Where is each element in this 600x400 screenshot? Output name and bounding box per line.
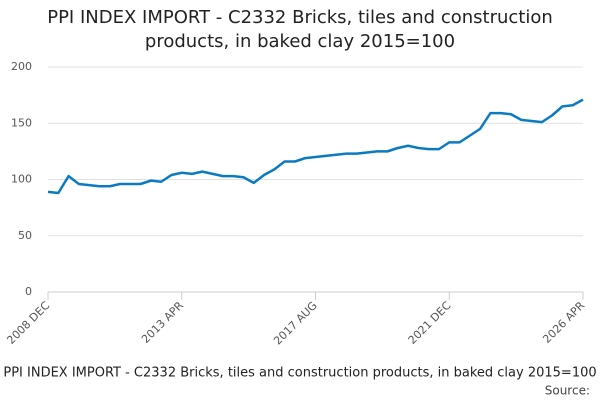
chart-title: PPI INDEX IMPORT - C2332 Bricks, tiles a…: [47, 7, 553, 52]
x-tick-label: 2026 APR: [540, 299, 587, 346]
x-tick-label: 2013 APR: [139, 299, 186, 346]
data-line: [47, 98, 584, 195]
x-tick-label: 2021 DEC: [406, 299, 454, 347]
y-tick-label: 100: [11, 173, 32, 186]
y-tick-label: 200: [11, 60, 32, 73]
source: Source:: [545, 384, 590, 398]
x-tick-label: 2008 DEC: [4, 299, 52, 347]
x-tick-label: 2017 AUG: [271, 299, 320, 348]
y-tick-label: 150: [11, 116, 32, 129]
caption: PPI INDEX IMPORT - C2332 Bricks, tiles a…: [3, 366, 596, 381]
y-tick-label: 50: [18, 229, 32, 242]
y-tick-label: 0: [25, 285, 32, 298]
